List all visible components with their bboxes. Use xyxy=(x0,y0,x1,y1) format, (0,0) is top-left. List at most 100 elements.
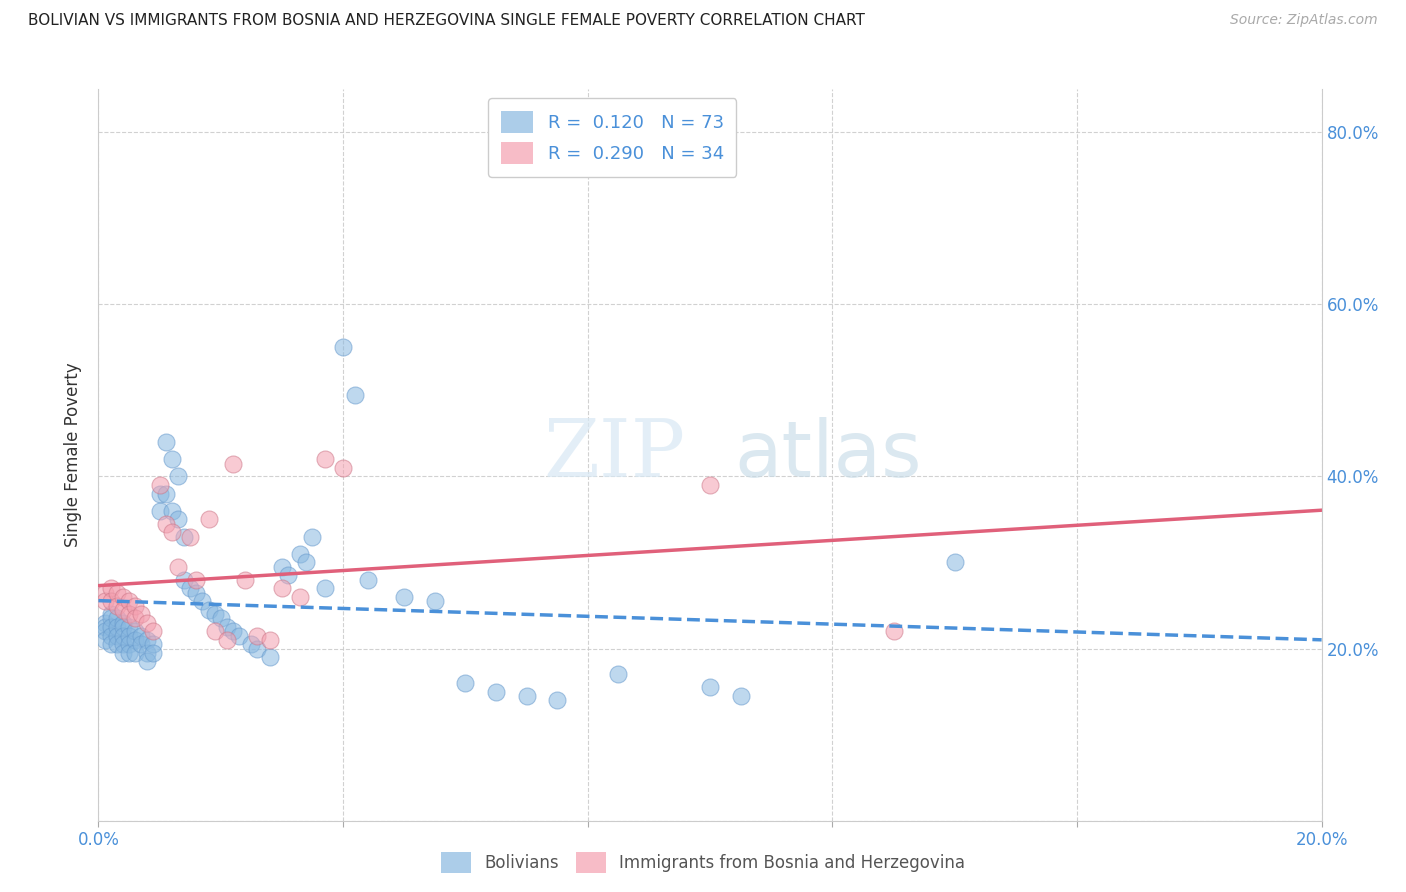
Text: BOLIVIAN VS IMMIGRANTS FROM BOSNIA AND HERZEGOVINA SINGLE FEMALE POVERTY CORRELA: BOLIVIAN VS IMMIGRANTS FROM BOSNIA AND H… xyxy=(28,13,865,29)
Point xyxy=(93,585,115,599)
Point xyxy=(93,624,115,639)
Point xyxy=(167,512,190,526)
Point xyxy=(124,624,146,639)
Point xyxy=(179,582,201,596)
Point xyxy=(332,460,354,475)
Point xyxy=(111,620,134,634)
Point xyxy=(546,693,568,707)
Point xyxy=(454,676,477,690)
Point xyxy=(100,620,122,634)
Point xyxy=(485,684,508,698)
Point xyxy=(136,646,159,660)
Point xyxy=(730,689,752,703)
Point xyxy=(155,435,177,450)
Point xyxy=(204,607,226,621)
Point xyxy=(100,582,122,596)
Point xyxy=(149,486,172,500)
Point xyxy=(124,611,146,625)
Point xyxy=(111,629,134,643)
Point xyxy=(233,573,256,587)
Point xyxy=(332,340,354,354)
Point xyxy=(246,641,269,656)
Point xyxy=(129,629,152,643)
Point xyxy=(209,611,232,625)
Text: Source: ZipAtlas.com: Source: ZipAtlas.com xyxy=(1230,13,1378,28)
Point xyxy=(124,632,146,647)
Point xyxy=(136,615,159,630)
Point xyxy=(100,629,122,643)
Point xyxy=(93,594,115,608)
Point xyxy=(100,611,122,625)
Point xyxy=(111,615,134,630)
Point xyxy=(93,615,115,630)
Point xyxy=(270,582,292,596)
Point xyxy=(105,629,128,643)
Text: atlas: atlas xyxy=(734,417,922,493)
Point xyxy=(111,603,134,617)
Point xyxy=(883,624,905,639)
Point xyxy=(295,556,318,570)
Point xyxy=(173,573,195,587)
Point xyxy=(160,504,183,518)
Point xyxy=(136,655,159,669)
Point xyxy=(186,585,208,599)
Point xyxy=(105,599,128,613)
Point xyxy=(290,547,312,561)
Point xyxy=(149,478,172,492)
Point xyxy=(105,611,128,625)
Point xyxy=(314,582,336,596)
Point xyxy=(215,620,238,634)
Point xyxy=(111,646,134,660)
Point xyxy=(105,585,128,599)
Point xyxy=(93,632,115,647)
Point xyxy=(155,486,177,500)
Point xyxy=(277,568,299,582)
Point xyxy=(314,452,336,467)
Point xyxy=(699,680,721,694)
Point xyxy=(191,594,214,608)
Point xyxy=(142,637,165,651)
Point xyxy=(301,530,323,544)
Point xyxy=(93,620,115,634)
Point xyxy=(392,590,416,604)
Point xyxy=(111,590,134,604)
Point xyxy=(222,457,245,471)
Point xyxy=(160,525,183,540)
Y-axis label: Single Female Poverty: Single Female Poverty xyxy=(65,363,83,547)
Point xyxy=(228,629,250,643)
Point xyxy=(270,559,292,574)
Point xyxy=(155,516,177,531)
Point xyxy=(699,478,721,492)
Legend: Bolivians, Immigrants from Bosnia and Herzegovina: Bolivians, Immigrants from Bosnia and He… xyxy=(434,846,972,880)
Point xyxy=(259,632,281,647)
Point xyxy=(142,646,165,660)
Point xyxy=(118,646,141,660)
Point xyxy=(259,650,281,665)
Point xyxy=(124,646,146,660)
Point xyxy=(215,632,238,647)
Point xyxy=(100,637,122,651)
Point xyxy=(943,556,966,570)
Point xyxy=(100,594,122,608)
Point xyxy=(105,637,128,651)
Text: ZIP: ZIP xyxy=(544,416,686,494)
Point xyxy=(118,620,141,634)
Point xyxy=(167,469,190,483)
Point xyxy=(240,637,263,651)
Point xyxy=(124,599,146,613)
Point xyxy=(222,624,245,639)
Point xyxy=(118,637,141,651)
Point xyxy=(111,637,134,651)
Point xyxy=(142,624,165,639)
Point xyxy=(118,607,141,621)
Point xyxy=(356,573,378,587)
Point xyxy=(179,530,201,544)
Point xyxy=(129,637,152,651)
Point xyxy=(423,594,446,608)
Point xyxy=(290,590,312,604)
Point xyxy=(118,594,141,608)
Point xyxy=(173,530,195,544)
Legend: R =  0.120   N = 73, R =  0.290   N = 34: R = 0.120 N = 73, R = 0.290 N = 34 xyxy=(488,98,737,177)
Point xyxy=(160,452,183,467)
Point xyxy=(197,603,219,617)
